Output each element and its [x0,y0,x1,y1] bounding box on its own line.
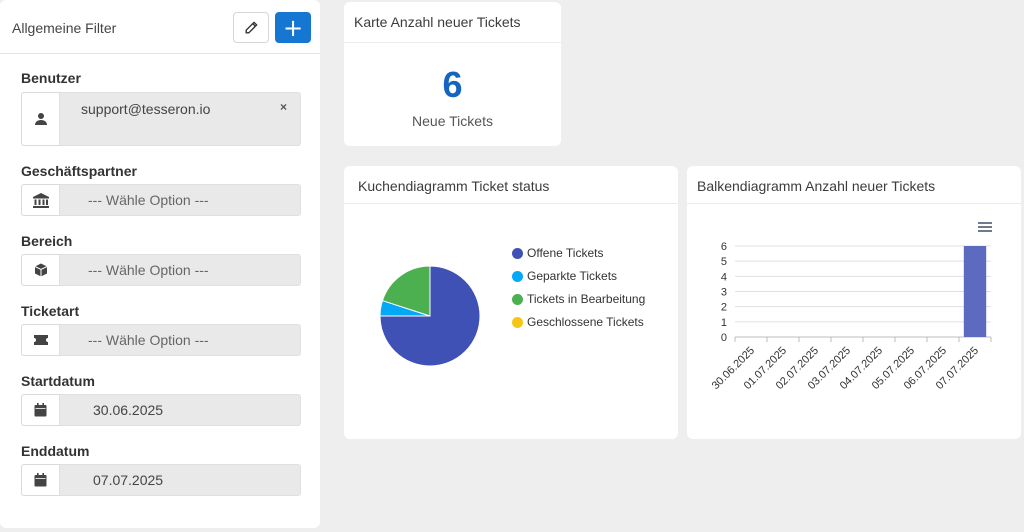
pie-chart [379,265,481,367]
ticket-type-select[interactable]: --- Wähle Option --- [21,324,301,356]
partner-label: Geschäftspartner [21,163,137,179]
bank-icon [32,192,49,208]
legend-label: Tickets in Bearbeitung [527,292,646,306]
clear-icon[interactable]: × [279,100,287,114]
legend-label: Geparkte Tickets [527,269,618,283]
end-date-picker[interactable]: 07.07.2025 [21,464,301,496]
legend-label: Offene Tickets [527,246,604,260]
legend-item-tickets-in-bearbeitung[interactable]: Tickets in Bearbeitung [512,292,645,306]
partner-select[interactable]: --- Wähle Option --- [21,184,301,216]
partner-addon [21,184,59,216]
user-value[interactable]: support@tesseron.io [59,92,301,146]
bar-chart-card: Balkendiagramm Anzahl neuer Tickets 0 1 2 3… [687,166,1021,439]
area-input[interactable]: --- Wähle Option --- [59,254,301,286]
start-date-picker[interactable]: 30.06.2025 [21,394,301,426]
legend-item-geschlossene-tickets[interactable]: Geschlossene Tickets [512,315,644,329]
user-addon [21,92,59,146]
end-date-input[interactable]: 07.07.2025 [59,464,301,496]
user-value-text: support@tesseron.io [81,101,211,117]
plus-icon: + [282,13,304,42]
legend-item-geparkte-tickets[interactable]: Geparkte Tickets [512,269,617,283]
user-select[interactable]: support@tesseron.io × [21,92,301,146]
y-tick-label: 4 [721,271,727,283]
kpi-value: 6 [442,64,463,105]
pie-slice-offene-tickets[interactable] [379,265,481,367]
divider [344,203,678,204]
chart-menu-icon[interactable] [978,222,992,232]
pie-chart-card: Kuchendiagramm Ticket status Offene Tick… [344,166,678,439]
divider [344,42,561,43]
start-date-input[interactable]: 30.06.2025 [59,394,301,426]
start-date-label: Startdatum [21,373,95,389]
y-tick-label: 6 [721,241,727,253]
area-label: Bereich [21,233,73,249]
y-tick-label: 0 [721,332,727,344]
area-addon [21,254,59,286]
legend-label: Geschlossene Tickets [527,315,644,329]
y-tick-label: 2 [721,302,727,314]
end-date-label: Enddatum [21,443,90,459]
end-date-addon [21,464,59,496]
y-tick-label: 1 [721,317,727,329]
legend-marker [512,247,523,259]
kpi-label: Neue Tickets [412,113,493,129]
edit-button[interactable] [233,12,269,43]
pie-slice-tickets-in-bearbeitung[interactable] [381,265,431,317]
partner-input[interactable]: --- Wähle Option --- [59,184,301,216]
bar-chart-title: Balkendiagramm Anzahl neuer Tickets [697,178,936,194]
user-label: Benutzer [21,70,81,86]
ticket-icon [33,335,48,345]
divider [687,203,1021,204]
ticket-type-label: Ticketart [21,303,80,319]
cube-icon [34,263,47,277]
start-date-addon [21,394,59,426]
y-tick-label: 5 [721,256,727,268]
add-button[interactable]: + [275,12,311,43]
pie-chart-title: Kuchendiagramm Ticket status [358,178,550,194]
kpi-title: Karte Anzahl neuer Tickets [354,14,521,30]
user-icon [34,113,47,125]
legend-marker [512,293,523,305]
filter-panel: Allgemeine Filter + Benutzer support@tes… [0,0,320,528]
area-select[interactable]: --- Wähle Option --- [21,254,301,286]
kpi-card: Karte Anzahl neuer Tickets 6 Neue Ticket… [344,2,561,146]
filter-title: Allgemeine Filter [12,20,117,36]
legend-marker [512,270,523,282]
legend-item-offene-tickets[interactable]: Offene Tickets [512,246,603,260]
calendar-icon [34,473,47,487]
filter-header: Allgemeine Filter + [0,0,320,54]
y-tick-label: 3 [721,287,727,299]
bar-chart: 012345630.06.202501.07.202502.07.202503.… [710,241,992,392]
calendar-icon [34,403,47,417]
bar-07.07.2025[interactable] [963,246,987,337]
legend-marker [512,316,523,328]
pencil-icon [245,21,258,34]
ticket-type-input[interactable]: --- Wähle Option --- [59,324,301,356]
ticket-type-addon [21,324,59,356]
